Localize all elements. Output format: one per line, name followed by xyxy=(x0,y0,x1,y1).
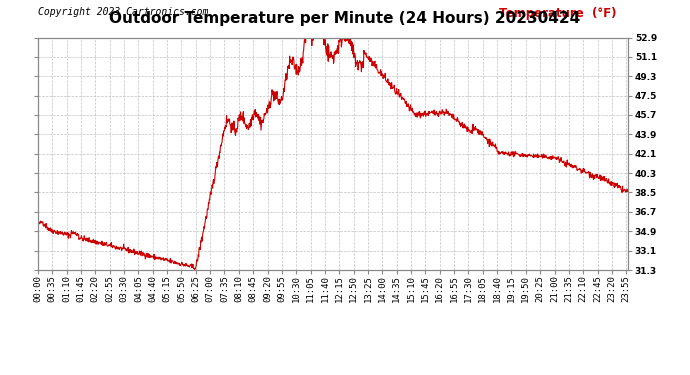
Text: Copyright 2023 Cartronics.com: Copyright 2023 Cartronics.com xyxy=(38,7,208,17)
Text: Outdoor Temperature per Minute (24 Hours) 20230424: Outdoor Temperature per Minute (24 Hours… xyxy=(110,11,580,26)
Text: Temperature  (°F): Temperature (°F) xyxy=(499,7,616,20)
